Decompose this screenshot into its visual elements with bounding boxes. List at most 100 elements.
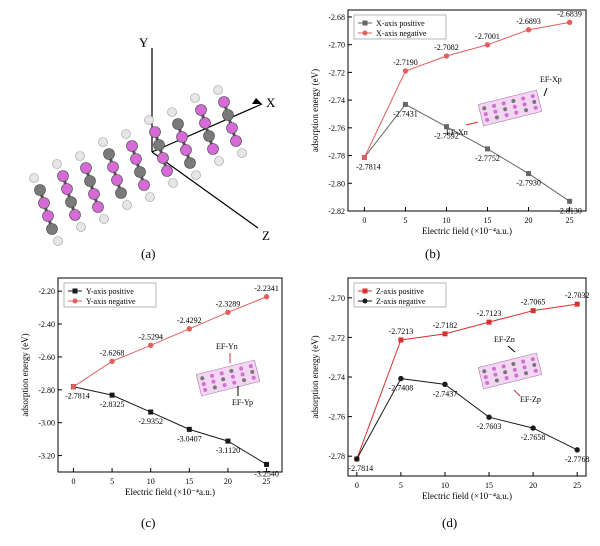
boron-atom (88, 188, 100, 200)
boron-atom (230, 135, 242, 147)
boron-atom (57, 170, 69, 182)
hydrogen-atom (168, 178, 178, 188)
data-label: -2.7001 (475, 32, 500, 41)
inset-arrow (507, 345, 516, 353)
inset-atom (485, 117, 490, 122)
data-point-square (486, 319, 492, 325)
data-label: -2.7658 (521, 433, 546, 442)
data-point-circle (225, 309, 231, 316)
boron-atom (69, 209, 81, 221)
inset-atom (219, 371, 224, 376)
data-point-circle (443, 53, 450, 59)
inset-atom (532, 362, 537, 367)
x-tick-label: 0 (71, 477, 75, 486)
x-axis-title: Electric field (×10⁻⁴a.u.) (125, 487, 215, 497)
panel-b-label: (b) (425, 246, 441, 261)
legend-marker-circle (362, 30, 368, 36)
data-point-square (264, 461, 270, 467)
inset-atom (530, 94, 535, 99)
inset-atom (494, 378, 499, 383)
data-label: -2.8130 (557, 206, 582, 215)
z-axis-line (151, 151, 259, 229)
data-label: -2.7123 (477, 309, 502, 318)
inset-atom (229, 368, 234, 373)
y-tick-label: -2.74 (328, 373, 345, 382)
x-axis-title: Electric field (×10⁻⁴a.u.) (422, 226, 512, 236)
inset-atom (503, 107, 508, 112)
inset-field-label: EF-Zn (494, 335, 515, 344)
panel-a-structure: Y X Z (29, 35, 276, 246)
y-tick-label: -2.80 (38, 386, 55, 395)
inset-atom (203, 387, 208, 392)
inset-atom (209, 373, 214, 378)
data-point-circle (484, 42, 491, 48)
data-label: -2.7213 (389, 327, 414, 336)
inset-atom (250, 369, 255, 374)
inset-atom (501, 101, 506, 106)
boron-atom (107, 161, 119, 173)
boron-atom (80, 162, 92, 174)
x-tick-label: 10 (147, 477, 155, 486)
y-tick-label: -2.20 (38, 287, 55, 296)
legend-marker-circle (72, 298, 78, 304)
data-label: -2.7082 (434, 43, 459, 52)
data-point-circle (398, 375, 404, 382)
data-label: -3.0407 (177, 434, 202, 443)
data-label: -2.9352 (138, 417, 163, 426)
y-tick-label: -2.60 (38, 353, 55, 362)
inset-field-label: EF-Zp (520, 395, 541, 404)
data-label: -2.4292 (177, 316, 202, 325)
data-point-square (530, 308, 536, 314)
inset-atom (522, 102, 527, 107)
data-label: -2.7814 (348, 464, 373, 473)
inset-atom (532, 99, 537, 104)
inset-field-label: EF-Xp (540, 75, 562, 84)
inset-atom (504, 113, 509, 118)
inset-atom (200, 376, 205, 381)
inset-atom (239, 366, 244, 371)
y-tick-label: -2.82 (328, 207, 345, 216)
hydrogen-atom (167, 107, 177, 117)
data-label: -2.5294 (138, 332, 163, 341)
hydrogen-atom (99, 214, 109, 224)
carbon-atom (222, 109, 234, 121)
x-tick-label: 15 (485, 481, 493, 490)
inset-molecule (195, 359, 261, 397)
y-tick-label: -2.76 (328, 413, 345, 422)
data-point-circle (70, 384, 77, 390)
x-axis-letter: X (266, 95, 276, 110)
data-label: -2.7408 (389, 384, 414, 393)
x-tick-label: 20 (224, 477, 232, 486)
inset-atom (503, 370, 508, 375)
inset-atom (524, 108, 529, 113)
inset-atom (533, 105, 538, 110)
legend-marker-circle (362, 298, 368, 304)
x-tick-label: 20 (529, 481, 537, 490)
data-point-circle (263, 294, 270, 300)
series-line (356, 378, 578, 460)
inset-field-label: EF-Xn (446, 128, 468, 137)
legend-entry: Y-axis positive (86, 287, 134, 296)
panel-c-chart: 0 5 10 15 20 25 -3.20 -3.00 -2.80 -2.60 -2.40 -2.20… (20, 277, 283, 497)
inset-atom (514, 373, 519, 378)
inset-atom (493, 109, 498, 114)
data-point-square (526, 171, 532, 177)
y-tick-label: -2.74 (328, 96, 345, 105)
data-label: -2.7065 (521, 298, 546, 307)
y-tick-label: -3.00 (38, 419, 55, 428)
data-label: -2.3289 (216, 299, 241, 308)
inset-arrow (465, 121, 479, 126)
legend-entry: X-axis negative (376, 29, 427, 38)
boron-atom (149, 126, 161, 138)
data-point-square (398, 337, 404, 343)
y-axis-title: adsorption energy (eV) (310, 69, 320, 152)
data-label: -2.6893 (516, 17, 541, 26)
legend-marker-square (362, 288, 368, 294)
y-tick-label: -2.80 (328, 179, 345, 188)
inset-atom (521, 96, 526, 101)
inset-atom (485, 380, 490, 385)
boron-atom (111, 174, 123, 186)
data-point-circle (361, 154, 368, 161)
inset-atom (514, 110, 519, 115)
plot-frame (57, 277, 283, 473)
